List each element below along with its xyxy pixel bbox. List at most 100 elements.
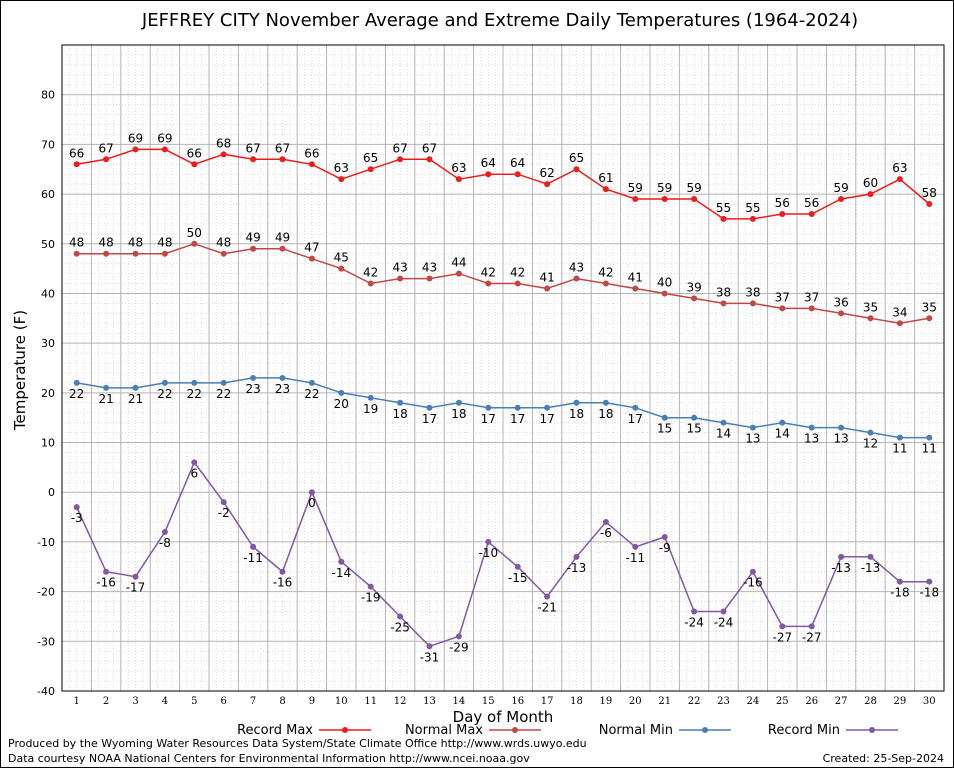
record-max-point (691, 196, 698, 203)
normal-min-data-label: 18 (598, 407, 613, 421)
y-axis-ticks: -40 -30 -20 -10 0 10 20 30 40 50 60 70 80 (37, 89, 55, 698)
record-min-data-label: -25 (390, 620, 410, 634)
record-max-data-label: 64 (510, 156, 525, 170)
record-min-point (485, 538, 492, 545)
normal-max-data-label: 35 (863, 300, 878, 314)
record-min-data-label: -13 (831, 561, 851, 575)
record-min-data-label: 6 (190, 466, 198, 480)
legend-label-normal-min: Normal Min (599, 723, 673, 738)
y-tick-label: 80 (41, 89, 55, 102)
record-max-data-label: 68 (216, 136, 231, 150)
normal-max-data-label: 49 (245, 231, 260, 245)
x-tick-label: 4 (162, 696, 168, 707)
y-tick-label: 10 (41, 437, 55, 450)
x-tick-label: 6 (221, 696, 227, 707)
normal-min-point (308, 379, 315, 386)
record-min-point (220, 499, 227, 506)
x-tick-label: 26 (805, 696, 818, 707)
normal-max-point (279, 245, 286, 252)
record-max-data-label: 67 (392, 141, 407, 155)
legend-label-normal-max: Normal Max (405, 723, 483, 738)
normal-max-point (132, 250, 139, 257)
record-min-data-label: -16 (96, 576, 116, 590)
normal-min-data-label: 17 (510, 412, 525, 426)
record-max-data-label: 67 (98, 141, 113, 155)
normal-max-point (779, 305, 786, 312)
record-min-point (867, 553, 874, 560)
normal-min-point (132, 384, 139, 391)
normal-min-point (838, 424, 845, 431)
normal-min-point (161, 379, 168, 386)
normal-min-point (279, 374, 286, 381)
normal-min-point (691, 414, 698, 421)
x-tick-label: 5 (191, 696, 197, 707)
normal-max-point (602, 280, 609, 287)
record-max-point (632, 196, 639, 203)
normal-min-data-label: 12 (863, 437, 878, 451)
record-max-point (720, 215, 727, 222)
normal-min-data-label: 15 (686, 422, 701, 436)
x-tick-label: 27 (835, 696, 848, 707)
record-min-data-label: -14 (331, 566, 351, 580)
x-tick-label: 11 (364, 696, 377, 707)
record-min-data-label: -27 (802, 630, 822, 644)
record-min-line (76, 460, 930, 648)
record-min-data-label: -27 (772, 630, 792, 644)
normal-min-point (250, 374, 257, 381)
record-min-point (573, 553, 580, 560)
record-max-data-label: 63 (451, 161, 466, 175)
record-max-point (896, 176, 903, 183)
x-axis-label: Day of Month (453, 708, 554, 726)
normal-max-point (514, 280, 521, 287)
record-min-data-label: -13 (567, 561, 587, 575)
series-record-max: 66 67 69 69 66 68 67 67 66 63 65 67 67 63 64 64 62 65 61 59… (69, 131, 937, 222)
normal-min-data-label: 19 (363, 402, 378, 416)
record-max-point (544, 181, 551, 188)
normal-max-data-label: 48 (216, 236, 231, 250)
normal-max-point (220, 250, 227, 257)
normal-min-data-label: 23 (245, 382, 260, 396)
normal-min-point (397, 399, 404, 406)
record-max-point (73, 161, 80, 168)
x-tick-label: 14 (453, 696, 466, 707)
normal-max-data-label: 41 (628, 270, 643, 284)
x-tick-label: 12 (394, 696, 407, 707)
record-max-point (426, 156, 433, 163)
record-max-data-label: 67 (275, 141, 290, 155)
record-min-data-label: -15 (508, 571, 528, 585)
normal-max-point (544, 285, 551, 292)
x-tick-label: 3 (132, 696, 138, 707)
record-max-point (926, 201, 933, 208)
legend-marker-normal-max (512, 727, 518, 733)
y-tick-label: 20 (41, 387, 55, 400)
normal-max-data-label: 37 (804, 290, 819, 304)
normal-max-data-label: 43 (569, 261, 584, 275)
legend-marker-record-min (869, 727, 875, 733)
record-min-data-label: -11 (625, 551, 645, 565)
x-tick-label: 25 (776, 696, 789, 707)
normal-max-point (191, 240, 198, 247)
record-max-point (602, 186, 609, 193)
record-max-data-label: 69 (157, 131, 172, 145)
x-tick-label: 29 (894, 696, 907, 707)
normal-min-point (661, 414, 668, 421)
normal-min-data-label: 13 (745, 432, 760, 446)
record-max-data-label: 58 (922, 186, 937, 200)
record-min-point (544, 593, 551, 600)
record-max-data-label: 59 (833, 181, 848, 195)
normal-max-data-label: 44 (451, 256, 466, 270)
record-max-point (514, 171, 521, 178)
legend: Record Max Normal Max Normal Min Record Min (237, 723, 898, 738)
normal-min-data-label: 18 (392, 407, 407, 421)
record-min-data-label: -18 (890, 586, 910, 600)
record-min-point (308, 489, 315, 496)
record-min-data-label: -17 (126, 581, 146, 595)
y-tick-label: -10 (37, 536, 55, 549)
normal-min-point (573, 399, 580, 406)
x-tick-label: 16 (511, 696, 524, 707)
record-max-point (867, 191, 874, 198)
normal-min-point (926, 434, 933, 441)
record-min-data-label: -18 (919, 586, 939, 600)
normal-max-line (76, 243, 930, 325)
record-min-point (808, 623, 815, 630)
